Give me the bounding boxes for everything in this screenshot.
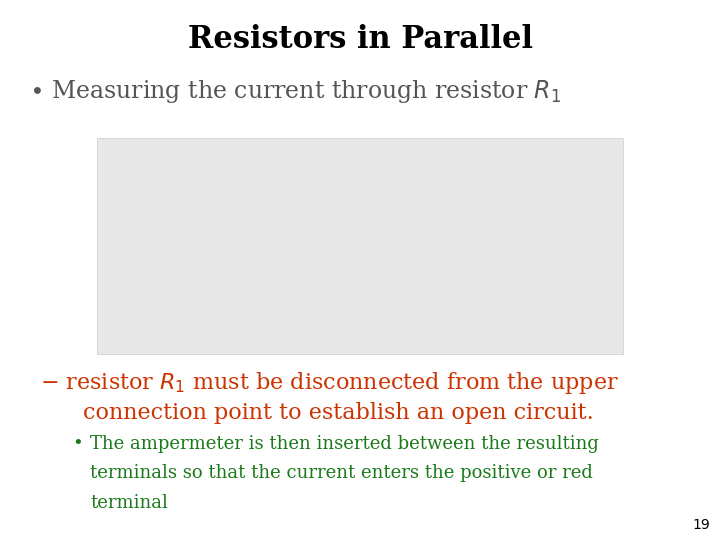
Text: The ampermeter is then inserted between the resulting: The ampermeter is then inserted between … [90,435,599,453]
Text: terminals so that the current enters the positive or red: terminals so that the current enters the… [90,464,593,482]
Text: $-$ resistor $R_1$ must be disconnected from the upper: $-$ resistor $R_1$ must be disconnected … [40,370,618,396]
Bar [97,138,623,354]
Text: terminal: terminal [90,494,168,512]
Text: 19: 19 [692,518,710,532]
Text: Resistors in Parallel: Resistors in Parallel [187,24,533,55]
Text: connection point to establish an open circuit.: connection point to establish an open ci… [83,402,593,424]
Text: •: • [72,435,83,453]
Text: $\bullet$ Measuring the current through resistor $R_1$: $\bullet$ Measuring the current through … [29,78,561,105]
